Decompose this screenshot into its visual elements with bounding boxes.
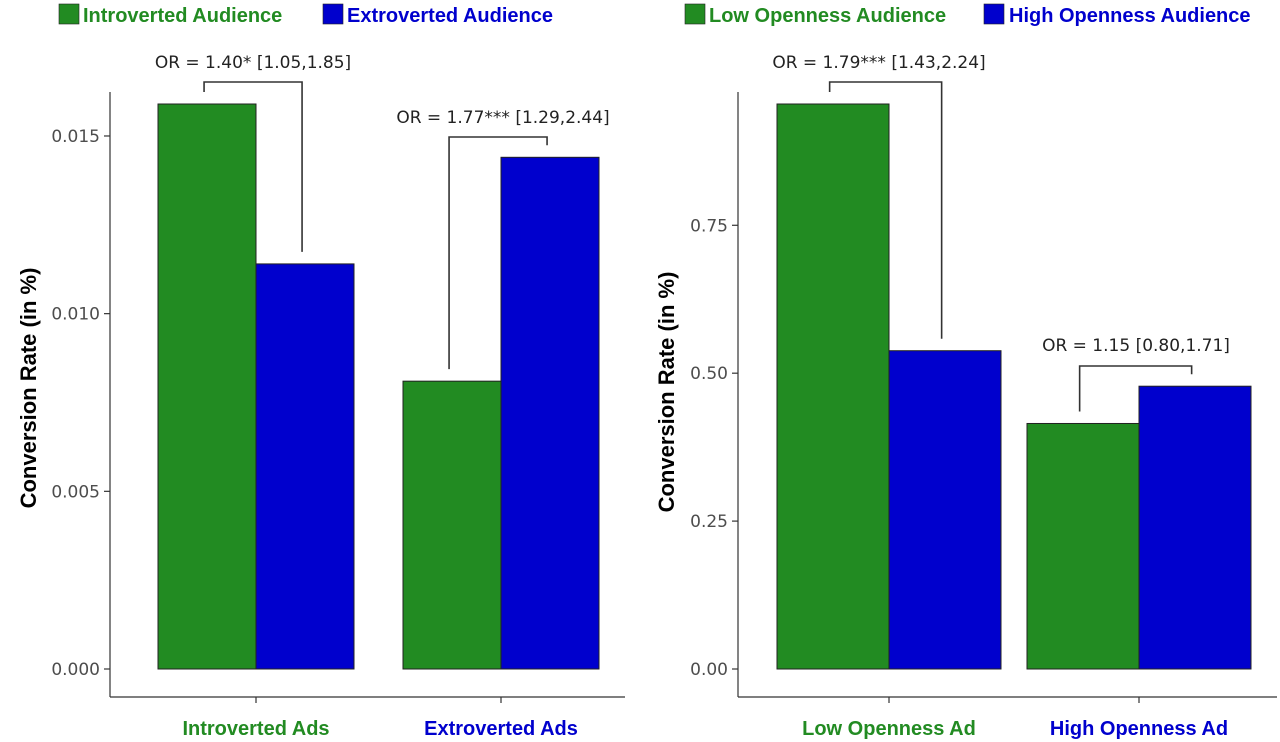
y-tick-label-0-3: 0.015 — [51, 127, 100, 147]
bar-1-0-1 — [888, 350, 1002, 670]
x-category-label-1-1: High Openness Ad — [1050, 718, 1228, 740]
legend-swatch-0-0 — [58, 3, 80, 25]
y-tick-label-0-2: 0.010 — [51, 305, 100, 325]
y-axis-label-0: Conversion Rate (in %) — [16, 268, 41, 509]
legend-swatch-0-1 — [322, 3, 344, 25]
bar-0-1-1 — [500, 156, 600, 670]
bar-1-0-0 — [776, 103, 890, 670]
legend-label-0-1: Extroverted Audience — [347, 5, 553, 27]
legend-swatch-1-1 — [983, 3, 1005, 25]
y-tick-label-1-3: 0.75 — [690, 216, 728, 236]
y-tick-label-1-0: 0.00 — [690, 660, 728, 680]
legend-label-1-1: High Openness Audience — [1009, 5, 1251, 27]
or-annotation-1-1: OR = 1.15 [0.80,1.71] — [1042, 336, 1230, 356]
bar-1-1-0 — [1026, 422, 1140, 670]
legend-label-0-0: Introverted Audience — [83, 5, 282, 27]
y-tick-label-1-1: 0.25 — [690, 512, 728, 532]
or-bracket-0-1 — [448, 136, 548, 370]
legend-label-1-0: Low Openness Audience — [709, 5, 946, 27]
or-annotation-1-0: OR = 1.79*** [1.43,2.24] — [772, 53, 985, 73]
or-bracket-1-0 — [828, 81, 943, 339]
x-category-label-0-0: Introverted Ads — [182, 718, 329, 740]
or-annotation-0-0: OR = 1.40* [1.05,1.85] — [155, 53, 351, 73]
bar-0-1-0 — [402, 380, 502, 670]
or-bracket-0-0 — [203, 81, 303, 252]
x-category-label-1-0: Low Openness Ad — [802, 718, 976, 740]
y-tick-label-0-0: 0.000 — [51, 660, 100, 680]
y-tick-label-0-1: 0.005 — [51, 482, 100, 502]
bar-0-0-1 — [255, 263, 355, 670]
y-axis-label-1: Conversion Rate (in %) — [654, 272, 679, 513]
or-annotation-0-1: OR = 1.77*** [1.29,2.44] — [396, 108, 609, 128]
or-bracket-1-1 — [1078, 365, 1193, 412]
bar-1-1-1 — [1138, 385, 1252, 670]
x-category-label-0-1: Extroverted Ads — [424, 718, 578, 740]
bar-0-0-0 — [157, 103, 257, 670]
legend-swatch-1-0 — [684, 3, 706, 25]
y-tick-label-1-2: 0.50 — [690, 364, 728, 384]
